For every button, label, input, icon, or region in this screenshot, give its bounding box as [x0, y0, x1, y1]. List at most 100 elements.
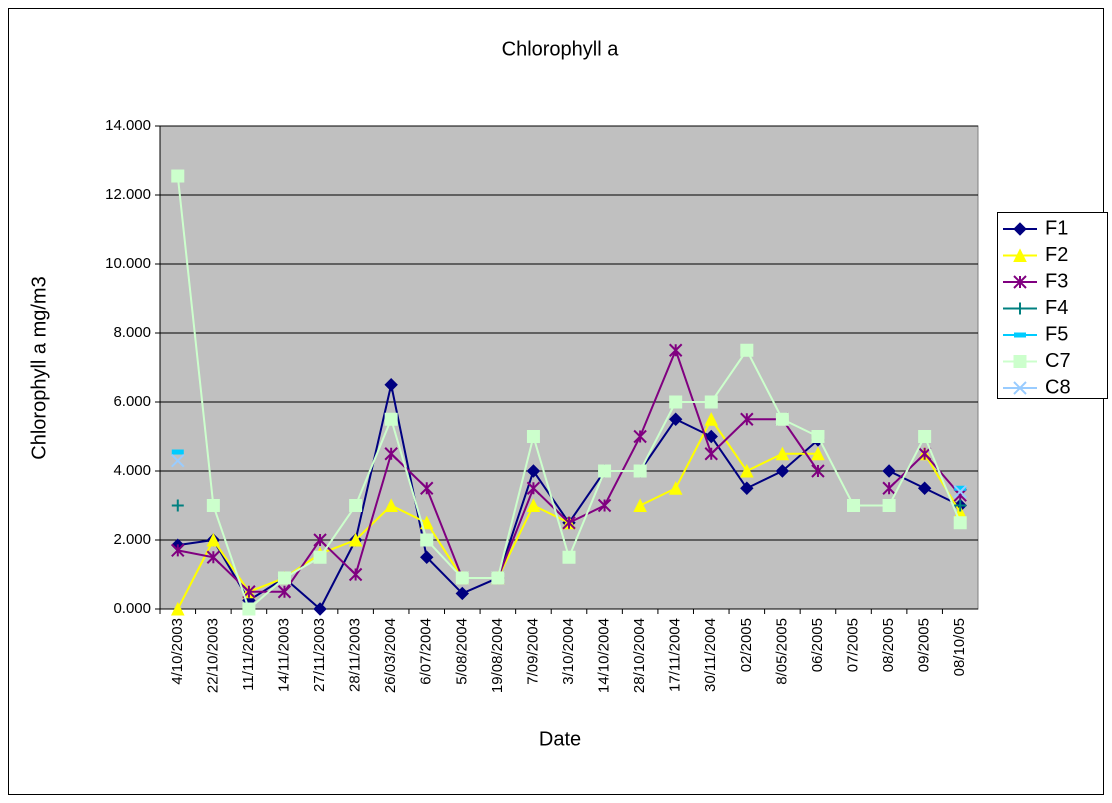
data-point [384, 447, 398, 461]
x-tick-label: 09/2005 [916, 618, 933, 672]
x-tick-label: 3/10/2004 [560, 618, 577, 685]
data-point [704, 412, 719, 426]
data-point [953, 516, 967, 530]
data-point [704, 395, 718, 409]
data-point [171, 543, 185, 558]
data-point [455, 586, 470, 601]
x-tick-label: 28/11/2003 [347, 618, 364, 692]
data-point [277, 585, 292, 599]
x-tick-label: 4/10/2003 [169, 618, 186, 685]
data-point [740, 343, 754, 357]
data-point [668, 481, 683, 495]
data-point [740, 412, 754, 426]
data-point [455, 571, 469, 585]
data-point [313, 602, 327, 616]
data-point [811, 446, 825, 461]
data-point [598, 464, 612, 478]
x-tick-label: 08/2005 [880, 618, 897, 672]
data-point [349, 499, 363, 512]
data-point [917, 447, 932, 461]
x-tick-label: 14/11/2003 [275, 618, 292, 692]
data-point [526, 464, 541, 478]
data-point [384, 412, 398, 426]
x-tick-label: 22/10/2003 [204, 618, 221, 693]
data-point [918, 430, 932, 443]
data-point [704, 447, 718, 461]
data-point [740, 481, 754, 495]
data-point [775, 446, 790, 461]
legend-marker [1014, 302, 1026, 315]
data-point [954, 499, 967, 512]
data-point [775, 464, 790, 478]
data-point [384, 378, 398, 392]
data-point [491, 571, 505, 585]
data-point [419, 515, 434, 530]
y-tick-label: 12.000 [105, 186, 151, 203]
data-point [954, 485, 967, 491]
data-point [811, 430, 825, 443]
data-point [348, 567, 363, 582]
legend-marker [1013, 355, 1027, 368]
data-point [242, 602, 256, 616]
data-point [562, 516, 576, 530]
x-tick-label: 7/09/2004 [524, 618, 541, 685]
data-point [170, 601, 185, 616]
data-point [633, 498, 647, 512]
data-point [882, 464, 896, 478]
x-tick-label: 8/05/2005 [773, 618, 790, 685]
x-tick-label: 27/11/2003 [311, 618, 328, 692]
legend-marker [1013, 381, 1027, 395]
data-point [526, 481, 541, 495]
y-axis-label: Chlorophyll a mg/m3 [28, 276, 50, 459]
data-point [775, 412, 789, 426]
plot-area [159, 125, 979, 610]
y-tick-label: 14.000 [105, 117, 151, 134]
data-point [526, 430, 540, 443]
y-tick-label: 2.000 [113, 531, 151, 548]
data-point [562, 550, 576, 564]
x-tick-label: 06/2005 [809, 618, 826, 672]
x-tick-label: 28/10/2004 [631, 618, 648, 693]
data-point [882, 499, 896, 512]
legend-label: F5 [1045, 323, 1068, 345]
x-axis-label: Date [539, 728, 581, 750]
data-point [811, 464, 825, 478]
x-tick-label: 30/11/2004 [702, 618, 719, 692]
x-tick-label: 07/2005 [844, 618, 861, 672]
legend-marker [1013, 275, 1027, 289]
data-point [597, 498, 612, 513]
data-point [313, 533, 327, 547]
x-tick-label: 14/10/2004 [596, 618, 613, 693]
chart-title: Chlorophyll a [502, 38, 620, 60]
data-point [740, 463, 754, 478]
x-tick-label: 02/2005 [738, 618, 755, 672]
x-tick-label: 08/10/05 [951, 618, 968, 676]
data-point [526, 498, 541, 512]
data-point [633, 429, 647, 444]
data-point [384, 498, 398, 512]
x-tick-label: 19/08/2004 [489, 618, 506, 693]
data-point [313, 550, 327, 564]
data-point [420, 550, 434, 564]
y-tick-label: 0.000 [113, 600, 151, 617]
data-point [206, 550, 221, 564]
legend-label: C7 [1045, 350, 1071, 372]
data-point [917, 481, 932, 495]
series-line [176, 417, 962, 610]
data-point [171, 499, 184, 512]
legend-label: F2 [1045, 244, 1068, 266]
legend-marker [1013, 222, 1027, 236]
data-point [668, 412, 683, 426]
data-point [171, 449, 184, 455]
x-tick-label: 11/11/2003 [240, 618, 257, 691]
x-tick-label: 17/11/2004 [667, 618, 684, 692]
data-point [206, 532, 221, 547]
y-tick-label: 6.000 [113, 393, 151, 410]
legend-label: F3 [1045, 270, 1068, 292]
legend-marker [1014, 332, 1026, 338]
y-tick-label: 10.000 [105, 255, 151, 272]
data-point [668, 343, 683, 357]
data-point [277, 571, 291, 585]
data-point [420, 481, 434, 495]
data-point [847, 499, 861, 512]
